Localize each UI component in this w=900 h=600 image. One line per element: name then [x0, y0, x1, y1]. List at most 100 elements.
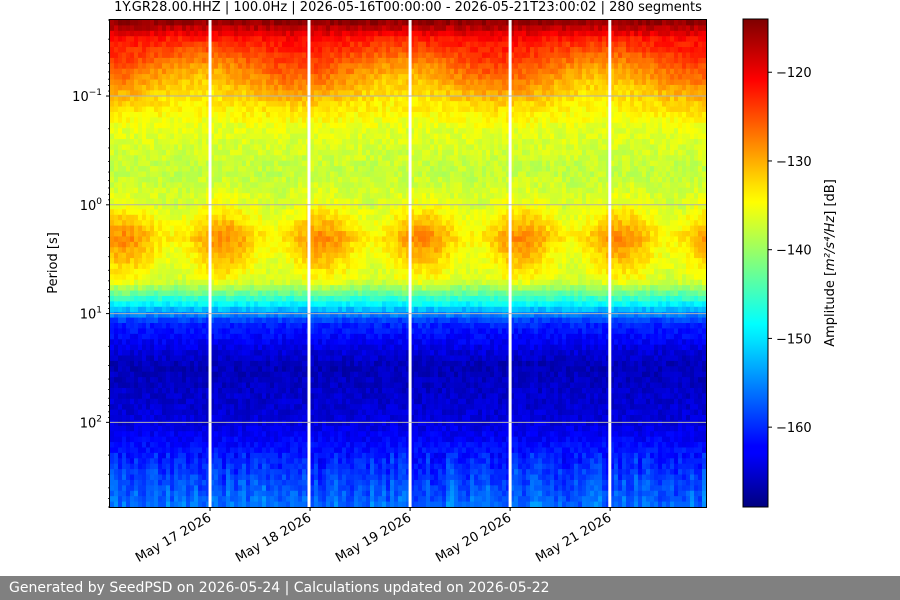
spectrogram-cell — [274, 160, 279, 167]
spectrogram-cell — [702, 111, 707, 118]
spectrogram-cell — [506, 63, 511, 70]
spectrogram-cell — [602, 63, 607, 70]
spectrogram-cell — [538, 68, 543, 75]
spectrogram-cell — [150, 90, 155, 97]
spectrogram-cell — [394, 144, 399, 151]
spectrogram-cell — [346, 166, 351, 173]
spectrogram-cell — [234, 193, 239, 200]
spectrogram-cell — [638, 111, 643, 118]
spectrogram-cell — [546, 106, 551, 113]
spectrogram-cell — [382, 133, 387, 140]
spectrogram-cell — [670, 144, 675, 151]
spectrogram-cell — [402, 187, 407, 194]
spectrogram-cell — [154, 36, 159, 43]
spectrogram-cell — [378, 101, 383, 108]
spectrogram-cell — [410, 47, 415, 54]
spectrogram-cell — [330, 171, 335, 178]
spectrogram-cell — [650, 79, 655, 86]
spectrogram-cell — [454, 139, 459, 146]
spectrogram-cell — [210, 182, 215, 189]
spectrogram-cell — [334, 193, 339, 200]
spectrogram-cell — [346, 20, 351, 27]
spectrogram-cell — [286, 30, 291, 37]
spectrogram-cell — [258, 133, 263, 140]
spectrogram-cell — [174, 101, 179, 108]
spectrogram-cell — [558, 25, 563, 32]
spectrogram-cell — [594, 47, 599, 54]
spectrogram-cell — [278, 84, 283, 91]
spectrogram-cell — [518, 155, 523, 162]
spectrogram-cell — [170, 25, 175, 32]
spectrogram-cell — [374, 144, 379, 151]
spectrogram-cell — [290, 20, 295, 27]
spectrogram-cell — [274, 79, 279, 86]
spectrogram-cell — [638, 68, 643, 75]
spectrogram-cell — [294, 122, 299, 129]
spectrogram-cell — [502, 187, 507, 194]
spectrogram-cell — [474, 133, 479, 140]
spectrogram-cell — [366, 160, 371, 167]
spectrogram-cell — [426, 41, 431, 48]
spectrogram-cell — [530, 30, 535, 37]
spectrogram-cell — [118, 90, 123, 97]
spectrogram-cell — [386, 74, 391, 81]
spectrogram-cell — [190, 84, 195, 91]
spectrogram-cell — [502, 90, 507, 97]
spectrogram-cell — [370, 176, 375, 183]
spectrogram-cell — [358, 139, 363, 146]
spectrogram-cell — [246, 128, 251, 135]
spectrogram-cell — [498, 95, 503, 102]
spectrogram-cell — [478, 144, 483, 151]
spectrogram-cell — [702, 47, 707, 54]
spectrogram-cell — [374, 25, 379, 32]
spectrogram-cell — [686, 52, 691, 59]
spectrogram-cell — [326, 74, 331, 81]
spectrogram-cell — [250, 68, 255, 75]
spectrogram-cell — [638, 144, 643, 151]
spectrogram-cell — [198, 122, 203, 129]
spectrogram-cell — [662, 84, 667, 91]
spectrogram-cell — [450, 79, 455, 86]
spectrogram-cell — [694, 79, 699, 86]
spectrogram-cell — [350, 155, 355, 162]
spectrogram-cell — [666, 90, 671, 97]
spectrogram-cell — [194, 198, 199, 205]
spectrogram-cell — [446, 63, 451, 70]
spectrogram-cell — [582, 36, 587, 43]
spectrogram-cell — [602, 74, 607, 81]
spectrogram-cell — [170, 90, 175, 97]
spectrogram-cell — [378, 74, 383, 81]
spectrogram-cell — [630, 122, 635, 129]
spectrogram-cell — [402, 198, 407, 205]
spectrogram-cell — [406, 122, 411, 129]
spectrogram-cell — [658, 84, 663, 91]
spectrogram-cell — [626, 30, 631, 37]
spectrogram-cell — [494, 84, 499, 91]
spectrogram-cell — [206, 101, 211, 108]
spectrogram-cell — [138, 25, 143, 32]
spectrogram-cell — [486, 160, 491, 167]
spectrogram-cell — [530, 160, 535, 167]
spectrogram-cell — [242, 84, 247, 91]
spectrogram-cell — [594, 52, 599, 59]
spectrogram-cell — [494, 122, 499, 129]
spectrogram-cell — [130, 25, 135, 32]
spectrogram-cell — [326, 182, 331, 189]
spectrogram-cell — [542, 160, 547, 167]
spectrogram-cell — [158, 79, 163, 86]
spectrogram-cell — [278, 149, 283, 156]
spectrogram-cell — [510, 79, 515, 86]
spectrogram-cell — [502, 52, 507, 59]
spectrogram-cell — [282, 176, 287, 183]
spectrogram-cell — [530, 84, 535, 91]
spectrogram-cell — [390, 160, 395, 167]
spectrogram-cell — [526, 117, 531, 124]
spectrogram-cell — [342, 90, 347, 97]
spectrogram-cell — [354, 52, 359, 59]
spectrogram-cell — [430, 111, 435, 118]
spectrogram-cell — [222, 90, 227, 97]
spectrogram-cell — [142, 84, 147, 91]
spectrogram-cell — [562, 111, 567, 118]
spectrogram-cell — [366, 176, 371, 183]
spectrogram-cell — [562, 176, 567, 183]
